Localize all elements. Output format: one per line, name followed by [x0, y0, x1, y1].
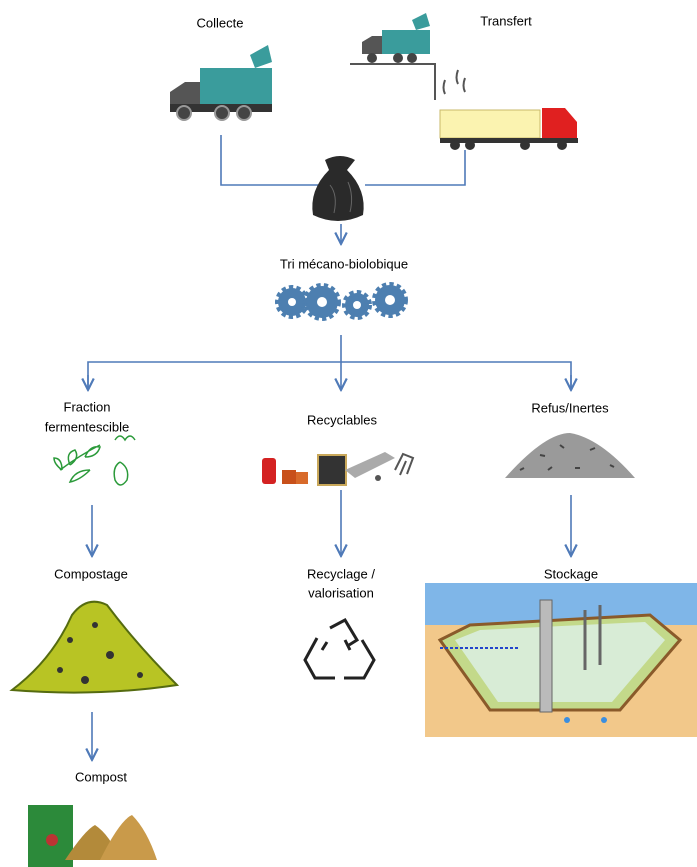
node-label: Tri mécano-biolobique — [280, 256, 408, 271]
node-label: Recyclage / — [307, 566, 375, 581]
landfill-image — [425, 583, 697, 737]
node-label: Collecte — [197, 15, 244, 30]
gears-icon — [278, 285, 405, 318]
node-label: Compostage — [54, 566, 128, 581]
node-label: Fraction — [64, 399, 111, 414]
node-label: Compost — [75, 769, 127, 784]
node-label: valorisation — [308, 585, 374, 600]
compost-bags-icon — [28, 805, 157, 867]
node-label: Transfert — [480, 13, 532, 28]
node-label: Recyclables — [307, 412, 378, 427]
recycle-icon — [305, 620, 374, 678]
compost-pile-icon — [12, 602, 177, 693]
node-label: Refus/Inertes — [531, 400, 609, 415]
diagram: Collecte Transfert Tri mécano-biolobique… — [0, 0, 697, 867]
gravel-icon — [505, 433, 635, 478]
organic-waste-icon — [54, 436, 135, 485]
trash-bag-icon — [312, 156, 363, 221]
collection-truck-icon — [170, 45, 272, 120]
node-label: Stockage — [544, 566, 598, 581]
recyclables-icon — [262, 452, 413, 485]
transfer-icon — [350, 13, 578, 150]
node-label: fermentescible — [45, 419, 130, 434]
